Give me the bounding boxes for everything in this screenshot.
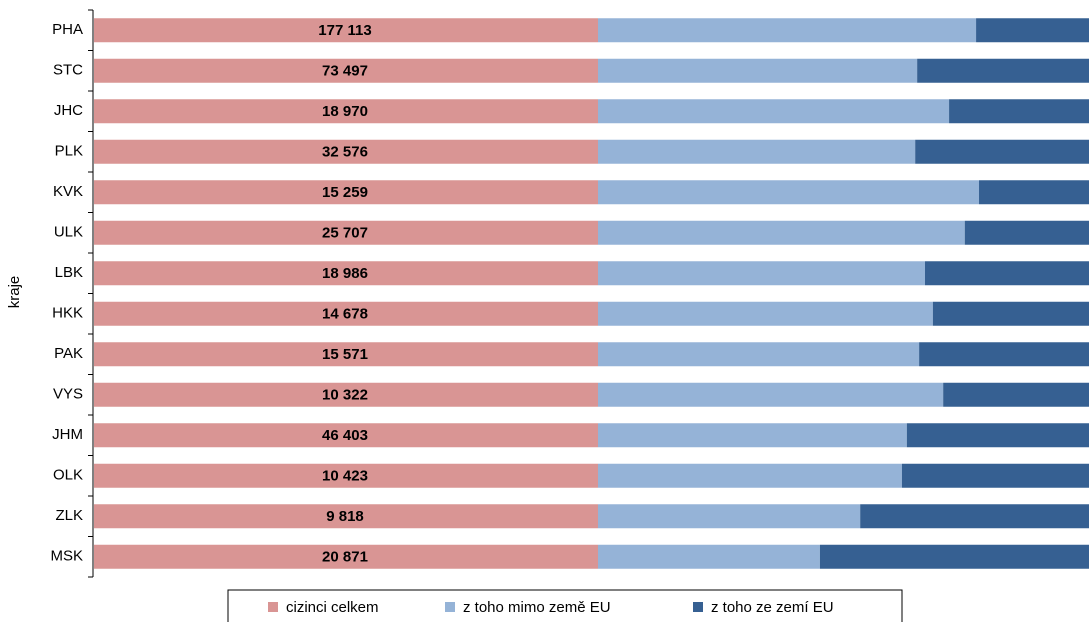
- bar-segment: [598, 220, 965, 245]
- value-label: 10 322: [322, 387, 368, 404]
- legend-label: z toho ze zemí EU: [711, 599, 834, 616]
- bar-segment: [819, 544, 1089, 569]
- bar-segment: [917, 58, 1089, 83]
- bar: [94, 58, 598, 83]
- y-tick-label: LBK: [55, 264, 83, 281]
- bar-segment: [598, 423, 907, 448]
- bar-segment: [919, 342, 1089, 367]
- bar: [94, 463, 598, 488]
- bar-segment: [598, 180, 980, 205]
- y-tick-label: PHA: [52, 21, 83, 38]
- y-tick-label: ZLK: [55, 507, 83, 524]
- bar-segment: [925, 261, 1089, 286]
- value-label: 32 576: [322, 144, 368, 161]
- bar-segment: [598, 301, 933, 326]
- bar-segment: [598, 99, 950, 124]
- bar: [94, 220, 598, 245]
- bar-segment: [976, 18, 1089, 43]
- legend-swatch: [445, 602, 455, 612]
- y-tick-label: ULK: [54, 224, 83, 241]
- bar: [94, 18, 598, 43]
- value-label: 15 259: [322, 184, 368, 201]
- y-tick-label: OLK: [53, 467, 83, 484]
- bar: [94, 180, 598, 205]
- bar-segment: [932, 301, 1089, 326]
- bar-segment: [964, 220, 1089, 245]
- bar: [94, 261, 598, 286]
- bar: [94, 99, 598, 124]
- y-axis-label: kraje: [6, 276, 23, 309]
- bar: [94, 301, 598, 326]
- bar-segment: [598, 18, 977, 43]
- bar-segment: [943, 382, 1089, 407]
- legend-box: [227, 589, 903, 622]
- bar-segment: [598, 544, 820, 569]
- bar-segment: [979, 180, 1089, 205]
- y-tick-label: VYS: [53, 386, 83, 403]
- bar: [94, 423, 598, 448]
- legend-swatch: [268, 602, 278, 612]
- value-label: 18 986: [322, 265, 368, 282]
- legend-label: cizinci celkem: [286, 599, 379, 616]
- bar-segment: [598, 504, 861, 529]
- value-label: 14 678: [322, 306, 368, 323]
- value-label: 25 707: [322, 225, 368, 242]
- bar-segment: [901, 463, 1089, 488]
- bar-segment: [915, 139, 1089, 164]
- bar-segment: [906, 423, 1089, 448]
- value-label: 20 871: [322, 549, 368, 566]
- y-tick-label: KVK: [53, 183, 83, 200]
- legend-label: z toho mimo země EU: [463, 599, 611, 616]
- value-label: 15 571: [322, 346, 368, 363]
- value-label: 18 970: [322, 103, 368, 120]
- bar: [94, 382, 598, 407]
- y-tick-label: PLK: [55, 143, 83, 160]
- legend-swatch: [693, 602, 703, 612]
- y-tick-label: JHM: [52, 426, 83, 443]
- value-label: 177 113: [318, 22, 371, 39]
- bar: [94, 342, 598, 367]
- value-label: 46 403: [322, 427, 368, 444]
- y-tick-label: HKK: [52, 305, 83, 322]
- bar-segment: [949, 99, 1089, 124]
- bar-segment: [598, 261, 926, 286]
- bar-segment: [598, 58, 918, 83]
- bar: [94, 139, 598, 164]
- bar: [94, 504, 598, 529]
- bar-segment: [598, 139, 916, 164]
- y-tick-label: MSK: [50, 548, 83, 565]
- y-tick-label: PAK: [54, 345, 83, 362]
- value-label: 9 818: [326, 508, 364, 525]
- bar-segment: [598, 382, 944, 407]
- bar: [94, 544, 598, 569]
- value-label: 73 497: [322, 63, 368, 80]
- y-tick-label: STC: [53, 62, 83, 79]
- bar-segment: [860, 504, 1089, 529]
- bar-segment: [598, 342, 920, 367]
- y-tick-label: JHC: [54, 102, 83, 119]
- bar-segment: [598, 463, 902, 488]
- value-label: 10 423: [322, 468, 368, 485]
